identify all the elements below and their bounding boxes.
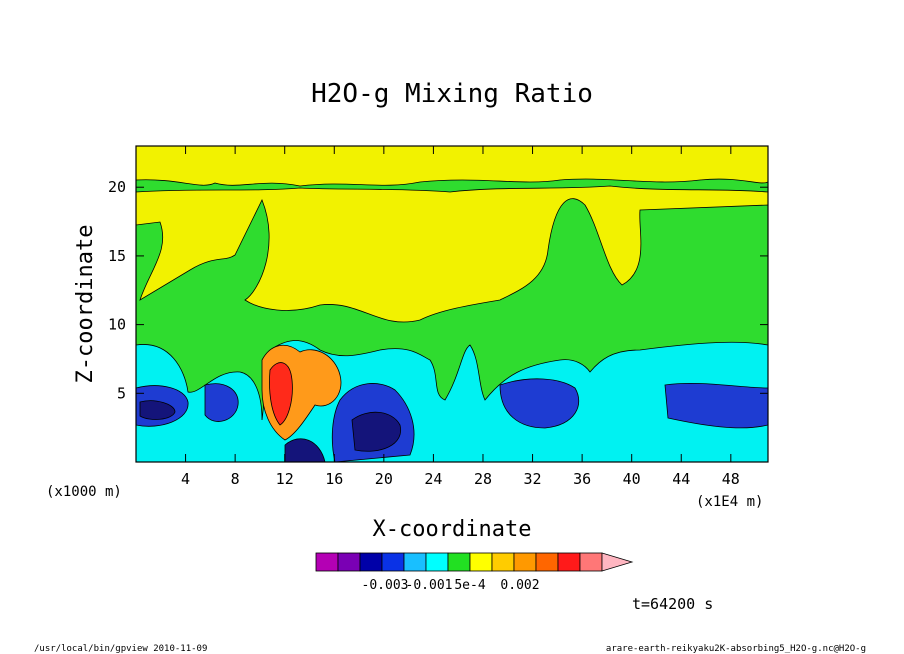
- colorbar-label: 0.002: [500, 578, 539, 593]
- x-tick-label: 12: [276, 470, 294, 488]
- colorbar-swatch: [491, 552, 515, 572]
- colorbar-swatch: [447, 552, 471, 572]
- region-blue-mid: [204, 383, 239, 422]
- colorbar-swatch: [381, 552, 405, 572]
- colorbar-swatch: [403, 552, 427, 572]
- colorbar-swatch: [425, 552, 449, 572]
- y-axis-label: Z-coordinate: [73, 225, 98, 384]
- colorbar-label: -0.003: [362, 578, 409, 593]
- chart-title: H2O-g Mixing Ratio: [311, 79, 593, 109]
- x-tick-label: 16: [325, 470, 343, 488]
- colorbar: -0.003-0.001 5e-4 0.002: [315, 552, 634, 593]
- colorbar-end-triangle: [601, 552, 634, 572]
- plot-frame: [135, 145, 769, 463]
- region-green-wisps: [136, 178, 768, 193]
- region-blue-right2: [664, 382, 768, 429]
- colorbar-label: -0.001: [406, 578, 453, 593]
- x-tick-label: 44: [672, 470, 690, 488]
- colorbar-swatch: [513, 552, 537, 572]
- colorbar-label: 5e-4: [454, 578, 485, 593]
- colorbar-swatch: [337, 552, 361, 572]
- x-axis-label: X-coordinate: [373, 517, 532, 542]
- region-darkblue-2: [351, 411, 401, 452]
- y-tick-label: 5: [117, 384, 126, 402]
- footer-left: /usr/local/bin/gpview 2010-11-09: [34, 644, 207, 654]
- colorbar-swatch: [557, 552, 581, 572]
- region-darkblue-3: [284, 438, 326, 462]
- x-tick-label: 48: [722, 470, 740, 488]
- colorbar-swatch: [579, 552, 603, 572]
- x-tick-label: 8: [231, 470, 240, 488]
- footer-right: arare-earth-reikyaku2K-absorbing5_H2O-g.…: [606, 644, 866, 654]
- x-tick-label: 36: [573, 470, 591, 488]
- region-darkblue-1: [139, 400, 176, 420]
- x-tick-label: 28: [474, 470, 492, 488]
- x-tick-label: 24: [424, 470, 442, 488]
- region-blue-right1: [499, 378, 580, 429]
- x-tick-label: 4: [181, 470, 190, 488]
- x-tick-label: 20: [375, 470, 393, 488]
- x-units-right: (x1E4 m): [696, 494, 763, 510]
- y-tick-label: 15: [108, 247, 126, 265]
- x-tick-label: 32: [524, 470, 542, 488]
- colorbar-swatch: [535, 552, 559, 572]
- time-label: t=64200 s: [632, 595, 713, 613]
- x-tick-label: 40: [623, 470, 641, 488]
- y-tick-label: 20: [108, 178, 126, 196]
- x-units-left: (x1000 m): [46, 484, 122, 500]
- colorbar-swatch: [469, 552, 493, 572]
- y-tick-label: 10: [108, 316, 126, 334]
- region-red: [269, 362, 293, 426]
- colorbar-swatch: [315, 552, 339, 572]
- colorbar-swatch: [359, 552, 383, 572]
